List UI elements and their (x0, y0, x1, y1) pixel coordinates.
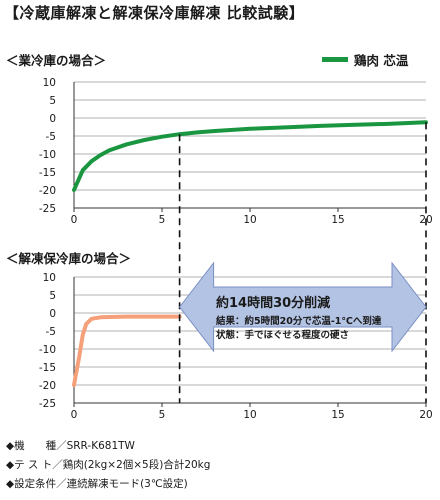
y-tick-label: -25 (39, 203, 56, 215)
x-tick-label: 0 (71, 214, 78, 226)
y-tick-label: -15 (39, 167, 56, 179)
note-setting: ◆設定条件／連続解凍モード(3℃設定) (6, 478, 188, 490)
reduction-callout: 約14時間30分削減 結果：約5時間20分で芯温-1℃へ到達 状態：手でほぐせる… (216, 292, 396, 343)
x-tick-label: 5 (159, 409, 166, 421)
x-tick-label: 5 (159, 214, 166, 226)
x-tick-label: 0 (71, 409, 78, 421)
y-tick-label: -5 (46, 326, 56, 338)
x-tick-label: 20 (419, 409, 432, 421)
y-tick-label: 10 (43, 272, 56, 284)
reduction-main-text: 約14時間30分削減 (216, 296, 331, 311)
thaw-temperature-line (72, 314, 182, 387)
y-tick-label: -15 (39, 362, 56, 374)
thaw-fridge-label: ＜解凍保冷庫の場合＞ (6, 251, 132, 266)
reduction-double-arrow (178, 261, 427, 353)
y-tick-label: -5 (46, 131, 56, 143)
y-tick-label: -20 (39, 380, 56, 392)
page-title: 【冷蔵庫解凍と解凍保冷庫解凍 比較試験】 (4, 4, 305, 22)
legend-label: 鶏肉 芯温 (354, 53, 409, 68)
note-test: ◆テ ス ト／鶏肉(2kg×2個×5段)合計20kg (6, 459, 211, 471)
y-tick-label: 0 (49, 113, 56, 125)
legend-swatch (322, 57, 348, 62)
business-fridge-label: ＜業冷庫の場合＞ (6, 53, 107, 68)
y-tick-label: -25 (39, 398, 56, 410)
y-tick-label: -20 (39, 185, 56, 197)
y-tick-label: 5 (49, 95, 56, 107)
y-tick-label: -10 (39, 149, 56, 161)
y-tick-label: -10 (39, 344, 56, 356)
reduction-result-text: 結果：約5時間20分で芯温-1℃へ到達 (216, 316, 382, 327)
legend: 鶏肉 芯温 (322, 50, 408, 69)
note-model: ◆機 種／SRR-K681TW (6, 440, 135, 452)
x-tick-label: 10 (243, 409, 256, 421)
y-tick-label: 0 (49, 308, 56, 320)
y-tick-label: 10 (43, 77, 56, 89)
x-tick-label: 15 (331, 409, 344, 421)
reduction-state-text: 状態：手でほぐせる程度の硬さ (216, 330, 350, 341)
y-tick-label: 5 (49, 290, 56, 302)
test-notes: ◆機 種／SRR-K681TW ◆テ ス ト／鶏肉(2kg×2個×5段)合計20… (6, 437, 210, 494)
x-tick-label: 15 (331, 214, 344, 226)
x-tick-label: 10 (243, 214, 256, 226)
business-temperature-line (72, 120, 428, 192)
